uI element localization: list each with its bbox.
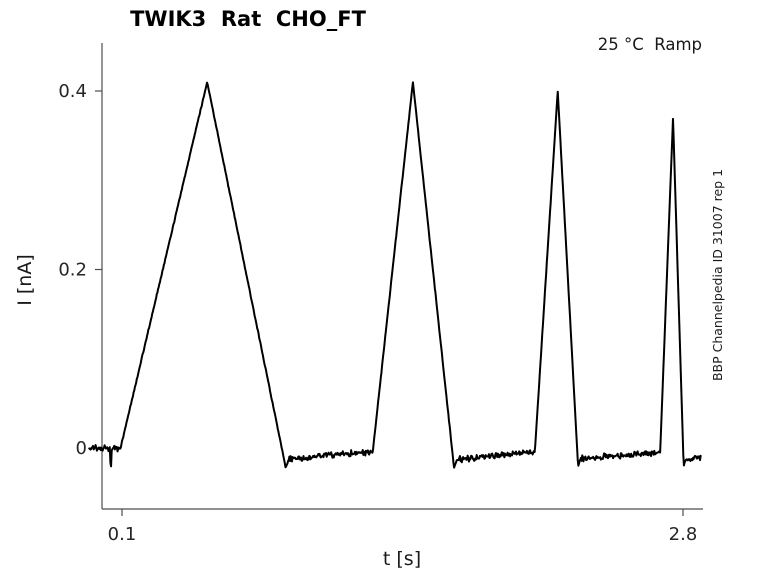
- y-tick-label-04: 0.4: [58, 81, 87, 102]
- y-tick-label-0: 0: [76, 438, 87, 459]
- x-tick-label-28: 2.8: [669, 524, 698, 545]
- y-axis-label: I [nA]: [14, 254, 36, 306]
- chart-title: TWIK3 Rat CHO_FT: [130, 7, 366, 31]
- x-tick-label-01: 0.1: [108, 524, 137, 545]
- temperature-ramp-annotation: 25 °C Ramp: [598, 35, 702, 54]
- current-trace-line: [88, 81, 702, 469]
- y-tick-label-02: 0.2: [58, 260, 87, 281]
- x-axis-label: t [s]: [383, 548, 421, 570]
- source-id-side-label: BBP Channelpedia ID 31007 rep 1: [710, 169, 725, 381]
